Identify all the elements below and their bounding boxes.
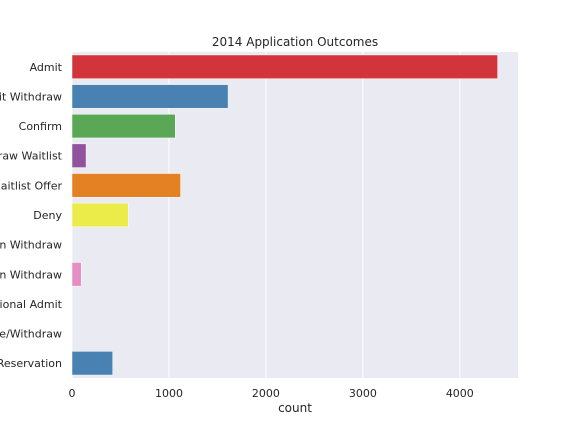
y-tick-label: Admit	[30, 61, 63, 74]
x-tick-label: 3000	[349, 387, 377, 400]
y-tick-label: n Withdraw	[0, 268, 62, 281]
y-tick-label: Deny	[33, 209, 62, 222]
chart-title: 2014 Application Outcomes	[212, 35, 378, 49]
y-tick-label: Confirm	[19, 120, 62, 133]
bar-0	[71, 54, 498, 79]
x-tick-label: 0	[69, 387, 76, 400]
y-tick-label: it Withdraw	[0, 90, 62, 103]
x-tick-labels: 0 1000 2000 3000 4000	[69, 387, 474, 400]
y-tick-label: ional Admit	[0, 298, 63, 311]
y-tick-labels: Admit it Withdraw Confirm raw Waitlist aitli…	[0, 61, 63, 370]
bar-4	[71, 173, 181, 198]
y-tick-label: raw Waitlist	[0, 150, 63, 163]
y-tick-label: Reservation	[0, 357, 62, 370]
x-tick-label: 1000	[155, 387, 183, 400]
bars	[71, 54, 498, 376]
x-tick-label: 4000	[446, 387, 474, 400]
x-axis-label: count	[278, 401, 312, 415]
bar-1	[71, 84, 229, 109]
bar-5	[71, 202, 129, 228]
x-tick-label: 2000	[252, 387, 280, 400]
bar-7	[71, 262, 82, 287]
bar-2	[71, 113, 176, 139]
y-tick-label: aitlist Offer	[1, 179, 63, 192]
y-tick-label: e/Withdraw	[0, 328, 62, 341]
bar-3	[71, 143, 87, 168]
y-tick-label: n Withdraw	[0, 239, 62, 252]
bar-10	[71, 351, 113, 376]
